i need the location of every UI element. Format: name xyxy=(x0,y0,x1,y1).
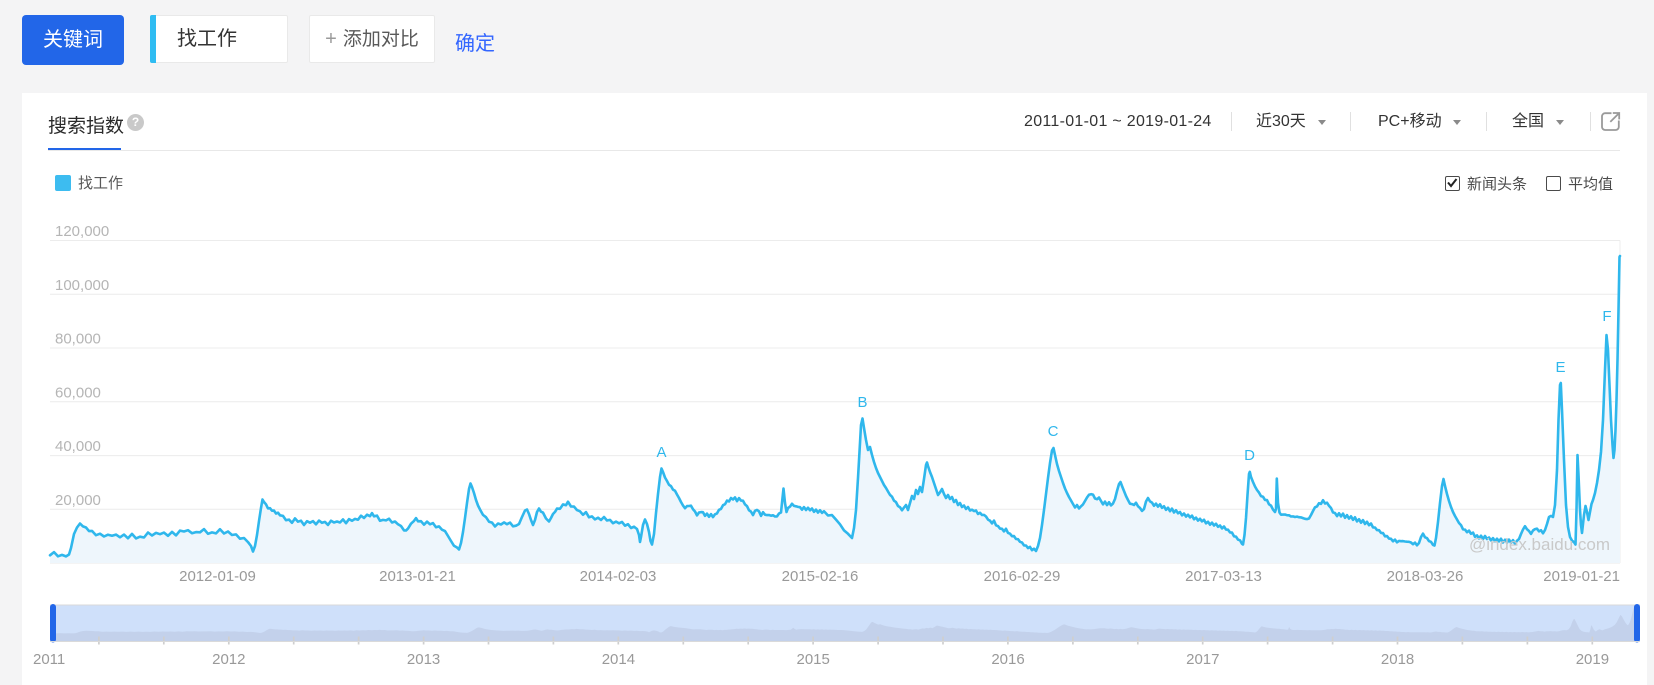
svg-text:2012-01-09: 2012-01-09 xyxy=(179,568,256,585)
svg-text:2013: 2013 xyxy=(407,651,440,668)
svg-text:2014-02-03: 2014-02-03 xyxy=(580,568,657,585)
svg-text:2013-01-21: 2013-01-21 xyxy=(379,568,456,585)
svg-text:2016: 2016 xyxy=(991,651,1024,668)
svg-text:2017-03-13: 2017-03-13 xyxy=(1185,568,1262,585)
svg-text:100,000: 100,000 xyxy=(55,277,109,294)
svg-text:40,000: 40,000 xyxy=(55,438,101,455)
svg-text:2019-01-21: 2019-01-21 xyxy=(1543,568,1620,585)
svg-text:2017: 2017 xyxy=(1186,651,1219,668)
svg-text:20,000: 20,000 xyxy=(55,492,101,509)
svg-text:@index.baidu.com: @index.baidu.com xyxy=(1469,535,1610,554)
svg-text:120,000: 120,000 xyxy=(55,223,109,240)
svg-text:2015-02-16: 2015-02-16 xyxy=(782,568,859,585)
svg-text:E: E xyxy=(1555,359,1565,376)
svg-text:2019: 2019 xyxy=(1576,651,1609,668)
svg-text:2011: 2011 xyxy=(33,651,65,668)
svg-text:80,000: 80,000 xyxy=(55,331,101,348)
svg-text:D: D xyxy=(1244,447,1255,464)
svg-text:60,000: 60,000 xyxy=(55,384,101,401)
svg-text:2018: 2018 xyxy=(1381,651,1414,668)
svg-text:2016-02-29: 2016-02-29 xyxy=(984,568,1061,585)
svg-text:2014: 2014 xyxy=(602,651,635,668)
svg-text:A: A xyxy=(656,444,666,461)
svg-text:F: F xyxy=(1602,308,1611,325)
svg-text:B: B xyxy=(857,394,867,411)
svg-text:2018-03-26: 2018-03-26 xyxy=(1387,568,1464,585)
svg-text:2015: 2015 xyxy=(797,651,830,668)
svg-text:2012: 2012 xyxy=(212,651,245,668)
svg-text:C: C xyxy=(1048,423,1059,440)
